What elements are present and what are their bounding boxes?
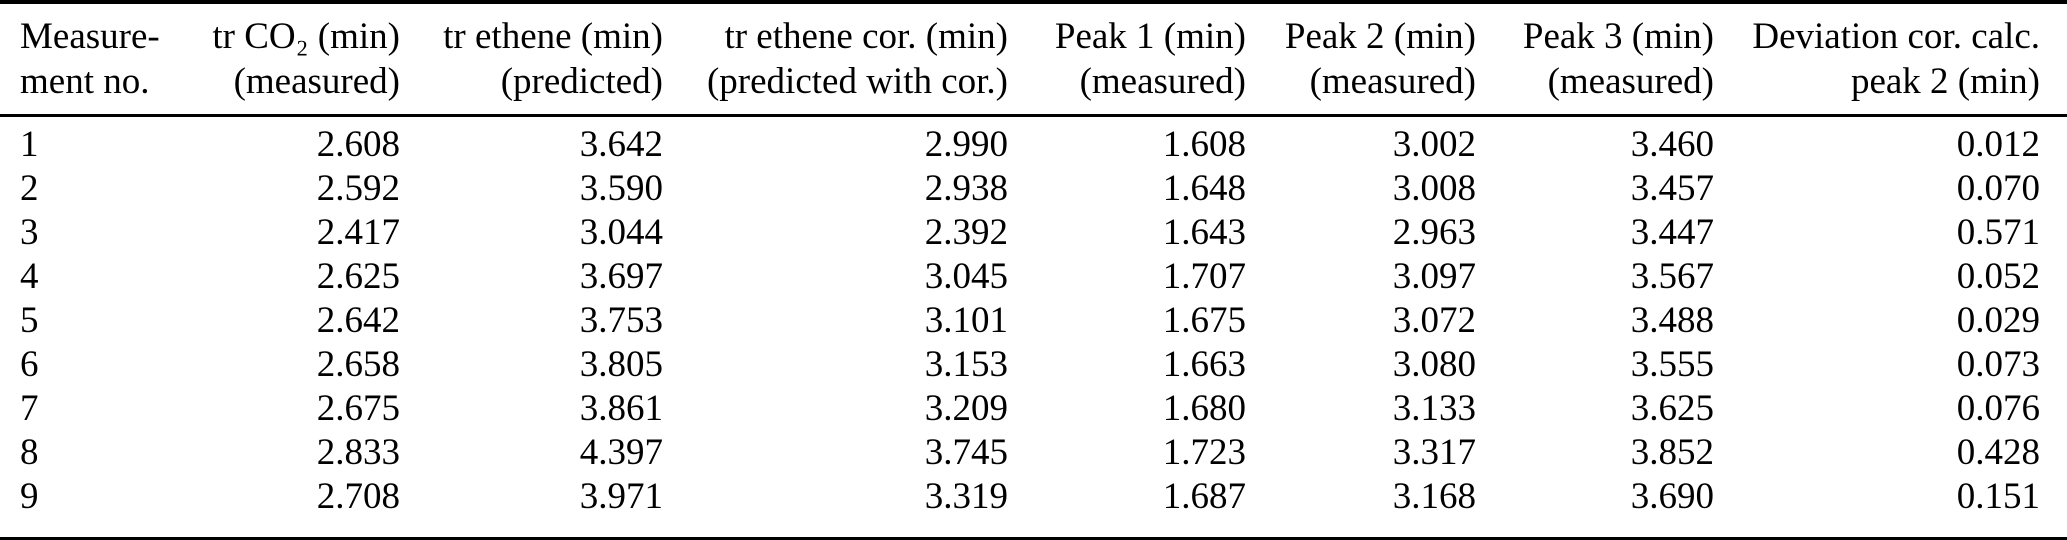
table-cell-tr-co2-measured: 2.642 (316, 300, 400, 341)
table-cell-peak1-measured: 1.687 (1162, 476, 1246, 517)
table-cell-peak2-measured: 3.008 (1392, 168, 1476, 209)
table-header: Measure- ment no. tr CO₂ (min) (measured)… (0, 2, 2067, 117)
table-cell-measurement-no: 1 (20, 124, 39, 165)
table-cell-tr-ethene-pred: 3.590 (579, 168, 663, 209)
table-cell-tr-ethene-pred: 3.805 (579, 344, 663, 385)
table-cell-tr-co2-measured: 2.592 (316, 168, 400, 209)
table-cell-tr-co2-measured: 2.708 (316, 476, 400, 517)
table-cell-measurement-no: 8 (20, 432, 39, 473)
table-header-row: Measure- ment no. tr CO₂ (min) (measured)… (0, 2, 2067, 117)
table-row: 5 2.642 3.753 3.101 1.675 3.072 3.488 0.029 (0, 299, 2067, 343)
table-row: 6 2.658 3.805 3.153 1.663 3.080 3.555 0.073 (0, 343, 2067, 387)
table-cell-tr-ethene-cor: 3.153 (924, 344, 1008, 385)
table-body: 1 2.608 3.642 2.990 1.608 3.002 3.460 0.012 2 2.5… (0, 116, 2067, 539)
table-cell-measurement-no: 6 (20, 344, 39, 385)
table-cell-peak3-measured: 3.567 (1630, 256, 1714, 297)
table-cell-deviation-peak2: 0.073 (1956, 344, 2040, 385)
table-cell-tr-co2-measured: 2.608 (316, 124, 400, 165)
table-cell-peak2-measured: 3.072 (1392, 300, 1476, 341)
column-header-peak2-measured: Peak 2 (min) (measured) (1246, 2, 1476, 117)
table-cell-peak3-measured: 3.460 (1630, 124, 1714, 165)
table-cell-tr-ethene-pred: 3.044 (579, 212, 663, 253)
table-cell-peak3-measured: 3.852 (1630, 432, 1714, 473)
column-header-peak3-measured: Peak 3 (min) (measured) (1476, 2, 1714, 117)
table-cell-measurement-no: 4 (20, 256, 39, 297)
table-cell-tr-co2-measured: 2.625 (316, 256, 400, 297)
table-cell-deviation-peak2: 0.012 (1956, 124, 2040, 165)
table-cell-peak3-measured: 3.447 (1630, 212, 1714, 253)
table-cell-deviation-peak2: 0.070 (1956, 168, 2040, 209)
table-cell-tr-ethene-cor: 2.938 (924, 168, 1008, 209)
table-cell-peak2-measured: 3.097 (1392, 256, 1476, 297)
table-cell-tr-ethene-cor: 2.392 (924, 212, 1008, 253)
table-cell-tr-co2-measured: 2.675 (316, 388, 400, 429)
table-cell-deviation-peak2: 0.029 (1956, 300, 2040, 341)
table-cell-peak2-measured: 3.080 (1392, 344, 1476, 385)
column-header-deviation-peak2: Deviation cor. calc. peak 2 (min) (1714, 2, 2067, 117)
table-row: 1 2.608 3.642 2.990 1.608 3.002 3.460 0.012 (0, 116, 2067, 168)
table-cell-tr-ethene-pred: 3.753 (579, 300, 663, 341)
table-cell-tr-ethene-cor: 3.745 (924, 432, 1008, 473)
table-cell-tr-ethene-cor: 2.990 (924, 124, 1008, 165)
table-cell-tr-ethene-cor: 3.319 (924, 476, 1008, 517)
table-cell-peak2-measured: 3.317 (1392, 432, 1476, 473)
table-cell-tr-ethene-pred: 3.697 (579, 256, 663, 297)
table-cell-measurement-no: 9 (20, 476, 39, 517)
table-cell-deviation-peak2: 0.052 (1956, 256, 2040, 297)
table-cell-peak1-measured: 1.643 (1162, 212, 1246, 253)
table-cell-peak2-measured: 3.002 (1392, 124, 1476, 165)
table-cell-peak3-measured: 3.625 (1630, 388, 1714, 429)
table-cell-deviation-peak2: 0.151 (1956, 476, 2040, 517)
table-cell-measurement-no: 3 (20, 212, 39, 253)
table-cell-measurement-no: 2 (20, 168, 39, 209)
column-header-measurement-no: Measure- ment no. (0, 2, 160, 117)
table-cell-peak1-measured: 1.608 (1162, 124, 1246, 165)
column-header-peak1-measured: Peak 1 (min) (measured) (1008, 2, 1246, 117)
table-cell-tr-ethene-pred: 3.642 (579, 124, 663, 165)
table-cell-measurement-no: 7 (20, 388, 39, 429)
table-cell-tr-ethene-pred: 3.861 (579, 388, 663, 429)
table-cell-peak2-measured: 3.133 (1392, 388, 1476, 429)
table-cell-peak3-measured: 3.457 (1630, 168, 1714, 209)
table-cell-peak2-measured: 2.963 (1392, 212, 1476, 253)
column-header-tr-ethene-pred: tr ethene (min) (predicted) (400, 2, 663, 117)
table-cell-peak1-measured: 1.663 (1162, 344, 1246, 385)
table-cell-tr-co2-measured: 2.833 (316, 432, 400, 473)
table-row: 8 2.833 4.397 3.745 1.723 3.317 3.852 0.428 (0, 431, 2067, 475)
table-row: 7 2.675 3.861 3.209 1.680 3.133 3.625 0.076 (0, 387, 2067, 431)
table-cell-peak2-measured: 3.168 (1392, 476, 1476, 517)
column-header-tr-co2-measured: tr CO₂ (min) (measured) (150, 2, 400, 117)
table-cell-peak1-measured: 1.680 (1162, 388, 1246, 429)
table-cell-peak1-measured: 1.675 (1162, 300, 1246, 341)
column-header-tr-ethene-cor: tr ethene cor. (min) (predicted with cor… (663, 2, 1008, 117)
table-row: 4 2.625 3.697 3.045 1.707 3.097 3.567 0.052 (0, 255, 2067, 299)
table-cell-tr-ethene-cor: 3.209 (924, 388, 1008, 429)
table-cell-tr-ethene-cor: 3.101 (924, 300, 1008, 341)
table-cell-tr-co2-measured: 2.658 (316, 344, 400, 385)
table-cell-peak3-measured: 3.690 (1630, 476, 1714, 517)
table-cell-tr-ethene-cor: 3.045 (924, 256, 1008, 297)
table-row: 3 2.417 3.044 2.392 1.643 2.963 3.447 0.571 (0, 211, 2067, 255)
table-cell-tr-ethene-pred: 4.397 (579, 432, 663, 473)
table-cell-measurement-no: 5 (20, 300, 39, 341)
table-row: 2 2.592 3.590 2.938 1.648 3.008 3.457 0.070 (0, 167, 2067, 211)
table-cell-peak3-measured: 3.488 (1630, 300, 1714, 341)
table-cell-deviation-peak2: 0.571 (1956, 212, 2040, 253)
table-cell-peak1-measured: 1.723 (1162, 432, 1246, 473)
table-cell-tr-ethene-pred: 3.971 (579, 476, 663, 517)
table-cell-peak3-measured: 3.555 (1630, 344, 1714, 385)
table-cell-peak1-measured: 1.648 (1162, 168, 1246, 209)
table-row: 9 2.708 3.971 3.319 1.687 3.168 3.690 0.151 (0, 475, 2067, 539)
table-cell-peak1-measured: 1.707 (1162, 256, 1246, 297)
table-cell-deviation-peak2: 0.076 (1956, 388, 2040, 429)
table-cell-tr-co2-measured: 2.417 (316, 212, 400, 253)
table-cell-deviation-peak2: 0.428 (1956, 432, 2040, 473)
